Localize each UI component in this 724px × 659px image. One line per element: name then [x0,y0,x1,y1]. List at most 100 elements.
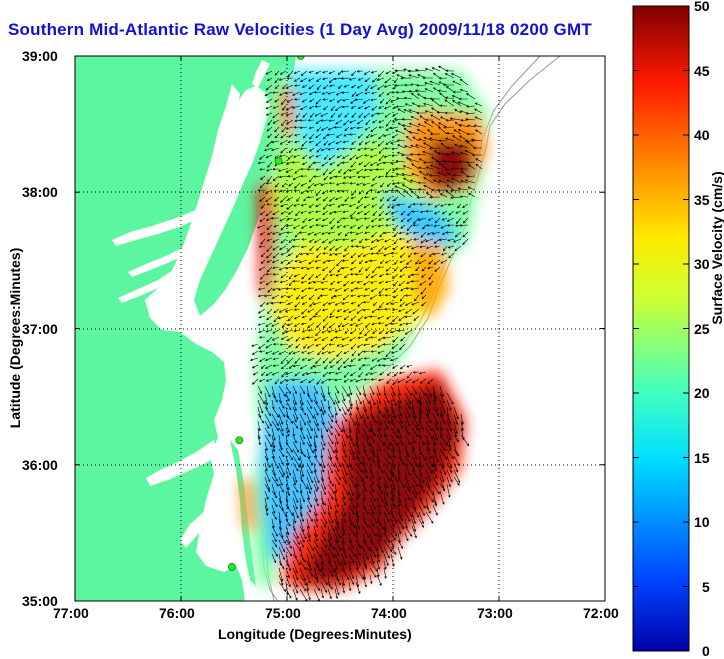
velocity-arrow [293,308,301,311]
velocity-arrow [315,357,322,364]
velocity-arrow [341,483,349,496]
velocity-arrow [377,84,385,90]
velocity-arrow [376,441,382,452]
velocity-arrow [306,168,315,171]
velocity-arrow [327,462,333,474]
velocity-arrow [343,119,350,126]
velocity-arrow [286,231,294,234]
velocity-arrow [404,413,411,427]
velocity-arrow [369,188,378,192]
velocity-arrow [385,350,392,358]
velocity-arrow [316,147,322,153]
velocity-arrow [418,483,425,493]
velocity-arrow [364,231,371,235]
velocity-arrow [286,217,294,221]
velocity-arrow [390,427,399,439]
velocity-arrow [383,497,389,507]
velocity-arrow [432,483,440,495]
velocity-arrow [321,231,329,235]
velocity-arrow [378,154,385,162]
velocity-arrow [356,343,364,348]
velocity-arrow [294,140,301,144]
velocity-arrow [336,224,343,228]
velocity-arrow [362,483,367,493]
velocity-arrow [418,448,426,461]
velocity-arrow [399,273,406,278]
velocity-arrow [313,469,320,484]
velocity-arrow [341,532,345,544]
velocity-arrow [397,490,402,504]
velocity-arrow [447,203,455,206]
velocity-arrow [274,133,280,139]
velocity-arrow [278,427,284,437]
velocity-arrow [462,203,469,208]
velocity-arrow [343,350,350,354]
velocity-arrow [411,413,419,427]
velocity-arrow [329,196,336,202]
velocity-arrow [334,245,343,251]
velocity-arrow [385,140,392,145]
velocity-arrow [355,539,362,549]
velocity-arrow [378,217,385,221]
velocity-arrow [383,567,387,579]
velocity-arrow [446,179,455,184]
velocity-arrow [341,385,349,397]
velocity-arrow [278,301,287,304]
velocity-arrow [313,490,318,502]
velocity-arrow [333,125,343,129]
velocity-arrow [432,252,441,256]
velocity-arrow [308,273,315,281]
velocity-arrow [329,308,336,316]
velocity-arrow [328,77,336,83]
velocity-arrow [453,434,459,443]
velocity-arrow [383,532,390,543]
velocity-arrow [271,553,277,564]
velocity-arrow [413,315,420,321]
velocity-arrow [292,399,297,412]
velocity-arrow [322,308,329,312]
velocity-arrow [292,574,298,588]
velocity-arrow [414,294,420,302]
velocity-arrow [371,231,378,238]
velocity-arrow [404,308,413,314]
velocity-arrow [399,259,406,263]
velocity-arrow [257,188,266,192]
velocity-arrow [362,427,369,440]
velocity-arrow [285,441,293,453]
velocity-arrow [303,196,308,202]
velocity-arrow [362,399,367,413]
velocity-arrow [428,259,434,265]
velocity-arrow [383,413,391,424]
velocity-arrow [376,539,384,554]
velocity-arrow [411,490,417,499]
velocity-arrow [438,162,448,170]
velocity-arrow [397,420,404,429]
velocity-arrow [278,77,287,81]
velocity-arrow [363,195,371,199]
velocity-arrow [442,83,455,87]
velocity-arrow [390,553,395,567]
velocity-arrow [404,266,413,269]
velocity-arrow [431,231,441,235]
velocity-arrow [334,378,343,382]
velocity-arrow [280,252,287,256]
velocity-arrow [445,231,455,234]
velocity-arrow [279,154,287,158]
velocity-arrow [336,357,343,364]
velocity-arrow [322,301,329,306]
velocity-arrow [292,385,297,395]
velocity-arrow [370,147,378,151]
velocity-arrow [327,378,336,381]
velocity-arrow [336,147,343,151]
velocity-arrow [271,476,279,487]
velocity-arrow [445,96,455,100]
velocity-arrow [355,385,362,396]
velocity-arrow [390,483,395,498]
velocity-arrow [425,245,434,249]
velocity-arrow [303,343,308,349]
velocity-arrow [400,217,406,223]
velocity-arrow [341,462,348,476]
velocity-arrow [270,216,280,220]
velocity-arrow [355,203,364,209]
velocity-arrow [350,343,357,350]
